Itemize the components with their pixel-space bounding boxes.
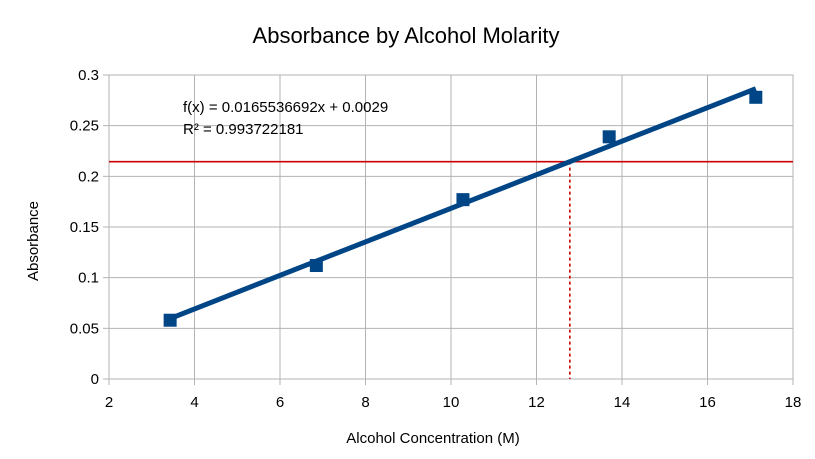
x-tick-label: 10: [443, 394, 460, 411]
data-point: [749, 90, 763, 104]
x-axis-ticks: 2 4 6 8 10 12 14 16 18: [105, 379, 802, 411]
x-tick-label: 16: [699, 394, 716, 411]
x-tick-label: 6: [276, 394, 284, 411]
x-tick-label: 14: [614, 394, 631, 411]
x-tick-label: 12: [528, 394, 545, 411]
grid-lines: [109, 75, 793, 379]
data-point: [309, 259, 323, 273]
data-point: [456, 193, 470, 207]
y-tick-label: 0.3: [78, 67, 99, 84]
x-axis-label: Alcohol Concentration (M): [346, 430, 519, 447]
y-tick-label: 0.15: [70, 219, 99, 236]
y-axis-ticks: 0 0.05 0.1 0.15 0.2 0.25 0.3: [70, 67, 109, 388]
chart-title: Absorbance by Alcohol Molarity: [253, 23, 560, 48]
data-points: [163, 90, 763, 327]
y-tick-label: 0.1: [78, 270, 99, 287]
x-tick-label: 8: [361, 394, 369, 411]
trendline-r-squared: R² = 0.993722181: [183, 121, 304, 138]
y-tick-label: 0: [91, 371, 99, 388]
trendline-equation: f(x) = 0.0165536692x + 0.0029: [183, 99, 388, 116]
reference-lines: [109, 160, 793, 379]
data-point: [163, 313, 177, 327]
x-tick-label: 2: [105, 394, 113, 411]
x-tick-label: 18: [785, 394, 802, 411]
y-axis-label: Absorbance: [25, 201, 42, 281]
x-tick-label: 4: [190, 394, 198, 411]
data-point: [602, 130, 616, 144]
y-tick-label: 0.05: [70, 320, 99, 337]
y-tick-label: 0.2: [78, 168, 99, 185]
y-tick-label: 0.25: [70, 118, 99, 135]
